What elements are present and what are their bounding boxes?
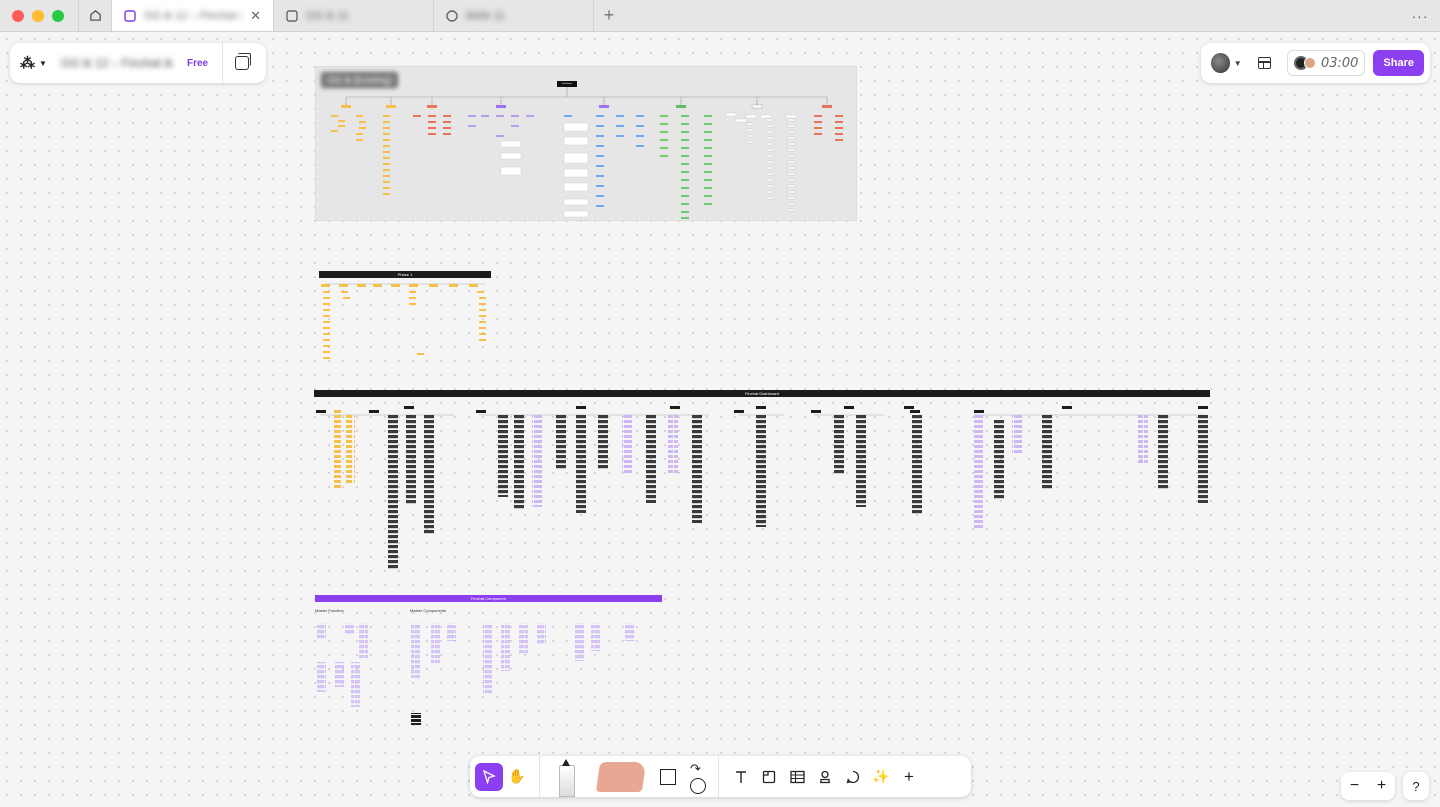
tab-label: GG ik 11 xyxy=(306,9,349,22)
chevron-down-icon: ▼ xyxy=(39,58,47,68)
home-icon xyxy=(89,10,101,21)
new-tab-button[interactable]: + xyxy=(603,5,615,25)
board-canvas[interactable]: ⁂ ▼ GG ik 12 – Finchat ik Free ▼ 03:00 S… xyxy=(0,32,1440,807)
help-button[interactable]: ? xyxy=(1403,772,1429,800)
marker-tool-button[interactable] xyxy=(554,758,578,797)
duplicate-icon[interactable] xyxy=(235,53,252,70)
figjam-file-icon xyxy=(124,9,136,22)
tab-file-3[interactable]: ikkkk 11 xyxy=(434,0,594,31)
section-icon xyxy=(762,770,776,783)
components-title-bar[interactable]: Finchat Component xyxy=(315,595,662,602)
section-tool-button[interactable] xyxy=(755,763,783,791)
components-frame[interactable]: Finchat Component Master Function Master… xyxy=(315,595,662,725)
avatar[interactable] xyxy=(1211,53,1230,73)
main-menu-button[interactable]: ⁂ ▼ xyxy=(20,54,47,72)
phase-title-bar[interactable]: Phase 1 xyxy=(319,271,491,278)
plus-icon: + xyxy=(904,766,914,786)
dashboard-diagram xyxy=(316,406,1208,570)
phase-frame[interactable]: Phase 1 xyxy=(319,271,491,361)
frame-label[interactable]: GG ik (Existing) xyxy=(321,72,399,88)
minimize-window-button[interactable] xyxy=(32,9,44,22)
components-diagram xyxy=(317,623,634,725)
dashboard-frame[interactable]: Finchat Dashboard xyxy=(314,390,1210,570)
components-title: Finchat Component xyxy=(471,596,506,601)
file-panel: ⁂ ▼ GG ik 12 – Finchat ik Free xyxy=(10,43,266,83)
timer-value: 03:00 xyxy=(1320,55,1359,71)
collaboration-panel: ▼ 03:00 Share xyxy=(1201,43,1430,83)
table-icon xyxy=(789,770,805,783)
connector-arrow-icon: ↷ xyxy=(690,760,701,776)
sitemap-root-node[interactable]: Dashboard xyxy=(557,81,577,87)
window-controls xyxy=(0,0,78,31)
zoom-in-button[interactable]: + xyxy=(1376,777,1387,794)
sitemap-frame[interactable]: GG ik (Existing) Dashboard xyxy=(315,66,857,221)
ai-tool-button[interactable]: ✨ xyxy=(867,763,895,791)
hand-tool-button[interactable]: ✋ xyxy=(503,763,531,791)
shape-connector-tool-button[interactable]: ↷ xyxy=(682,759,710,795)
plan-badge[interactable]: Free xyxy=(186,57,209,69)
text-icon xyxy=(736,770,746,783)
square-icon xyxy=(660,768,676,785)
tab-file-2[interactable]: GG ik 11 xyxy=(274,0,434,31)
zoom-controls: − + xyxy=(1341,772,1395,800)
figjam-file-icon xyxy=(286,9,298,22)
cursor-icon xyxy=(483,769,496,784)
timer-widget[interactable]: 03:00 xyxy=(1286,50,1366,76)
phase-diagram xyxy=(321,283,486,359)
hand-icon: ✋ xyxy=(508,768,526,784)
tab-label: GG ik 12 – Finchat ik xyxy=(144,9,243,22)
figma-logo-icon: ⁂ xyxy=(20,55,35,72)
share-button[interactable]: Share xyxy=(1373,50,1424,76)
tab-label: ikkkk 11 xyxy=(466,9,505,22)
sitemap-diagram xyxy=(331,87,843,219)
zoom-out-button[interactable]: − xyxy=(1349,777,1360,794)
more-options-icon[interactable]: ··· xyxy=(1411,7,1429,24)
stamp-tool-button[interactable] xyxy=(811,763,839,791)
file-name[interactable]: GG ik 12 – Finchat ik xyxy=(60,56,173,70)
divider xyxy=(539,756,540,797)
comment-icon xyxy=(846,770,860,783)
master-function-heading: Master Function xyxy=(315,608,344,613)
home-tab[interactable] xyxy=(78,0,112,31)
washi-tape-tool-button[interactable] xyxy=(595,761,647,792)
close-window-button[interactable] xyxy=(12,9,24,22)
move-tool-button[interactable] xyxy=(475,762,503,791)
table-tool-button[interactable] xyxy=(783,763,811,791)
tab-current-file[interactable]: GG ik 12 – Finchat ik ✕ xyxy=(112,0,274,31)
circle-icon xyxy=(690,777,706,794)
root-node-label: Dashboard xyxy=(562,83,572,85)
rectangle-tool-button[interactable] xyxy=(654,763,682,791)
bottom-toolbar: ✋ ↷ ✨ + xyxy=(470,756,971,797)
text-tool-button[interactable] xyxy=(727,763,755,791)
title-bar: GG ik 12 – Finchat ik ✕ GG ik 11 ikkkk 1… xyxy=(0,0,1440,32)
phase-title: Phase 1 xyxy=(397,272,413,277)
close-tab-icon[interactable]: ✕ xyxy=(250,7,261,23)
stamp-icon xyxy=(820,770,830,783)
slides-file-icon xyxy=(446,9,458,22)
maximize-window-button[interactable] xyxy=(52,9,64,22)
timer-music-icon xyxy=(1303,57,1316,69)
chevron-down-icon[interactable]: ▼ xyxy=(1233,58,1242,68)
layout-icon[interactable] xyxy=(1257,57,1271,69)
divider xyxy=(222,43,224,83)
master-components-heading: Master Components xyxy=(410,608,447,613)
dashboard-title: Finchat Dashboard xyxy=(745,391,779,396)
sparkle-icon: ✨ xyxy=(872,768,890,784)
dashboard-title-bar[interactable]: Finchat Dashboard xyxy=(314,390,1210,397)
comment-tool-button[interactable] xyxy=(839,763,867,791)
more-tools-button[interactable]: + xyxy=(895,763,923,791)
divider xyxy=(718,756,719,797)
